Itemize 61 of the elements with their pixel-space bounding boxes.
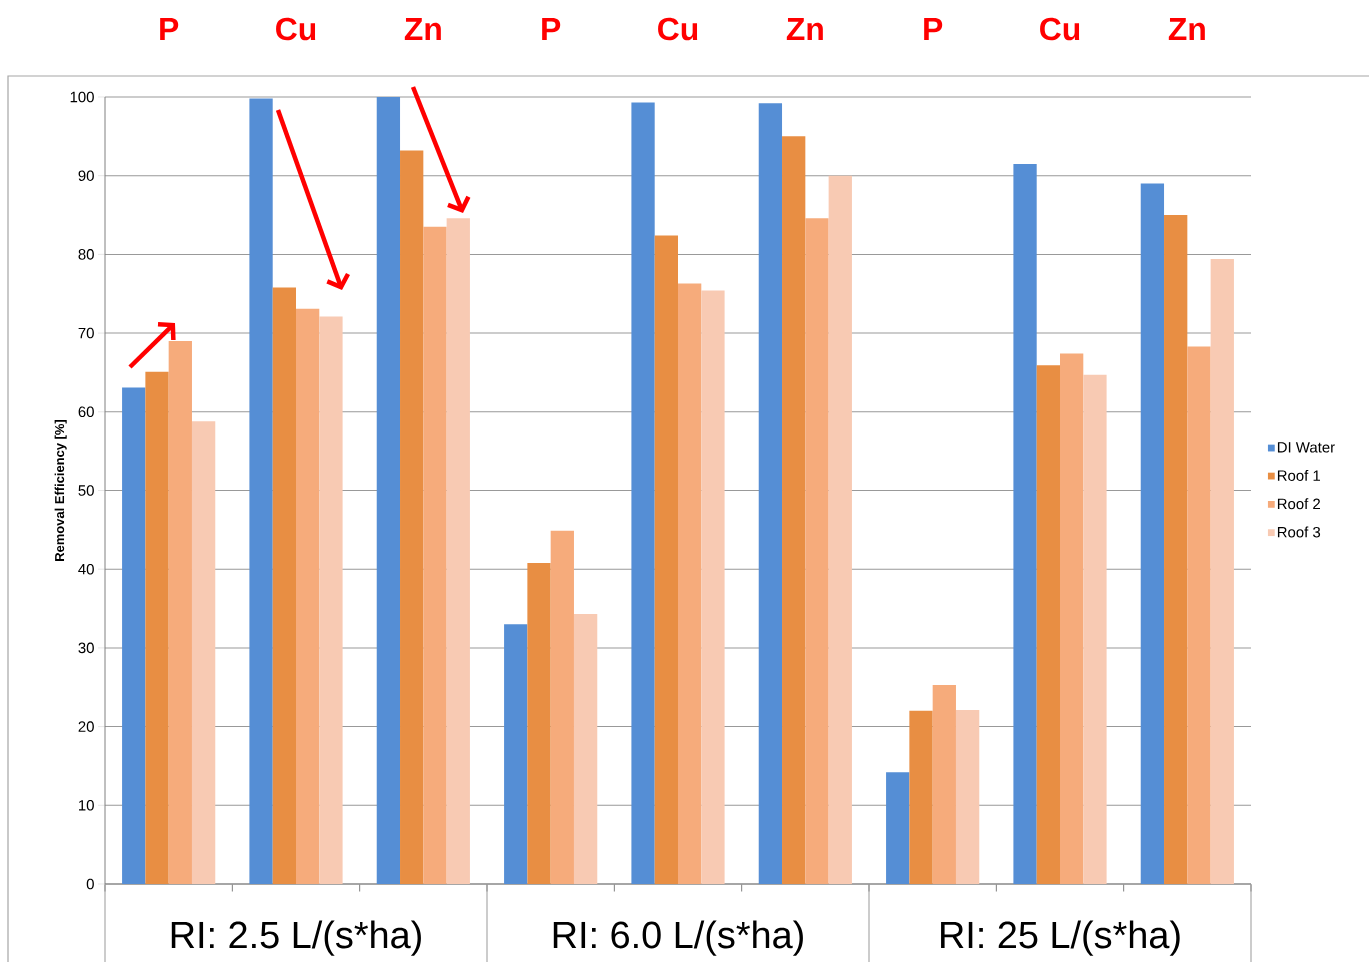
y-tick-label: 70 <box>78 327 94 339</box>
text: RI: 25 L/(s*ha) <box>941 920 1180 956</box>
y-tick-label: 50 <box>78 485 94 496</box>
bar <box>527 562 551 884</box>
x-tick-label: Cu <box>276 17 316 41</box>
bar <box>319 316 343 884</box>
x-tick-label: Zn <box>1168 18 1205 40</box>
y-tick-label: 10 <box>79 800 94 811</box>
bar <box>573 614 598 884</box>
y-tick-label: 80 <box>78 249 94 260</box>
y-tick-label: 40 <box>78 563 94 575</box>
bar <box>1060 353 1084 884</box>
text: RI: 2.5 L/(s*ha) <box>171 920 421 956</box>
y-tick-label: 100 <box>70 91 94 103</box>
y-tick-label: 20 <box>78 721 94 732</box>
bar <box>654 235 678 884</box>
bar <box>1164 215 1188 884</box>
y-tick-label: 30 <box>78 642 94 654</box>
bar <box>1083 374 1107 884</box>
bar <box>782 136 806 884</box>
legend-label: Roof 1 <box>1277 469 1321 481</box>
bar <box>932 684 956 884</box>
bar <box>423 226 447 884</box>
legend-label: Roof 3 <box>1277 526 1321 538</box>
bar <box>886 772 910 884</box>
y-tick-label: 60 <box>78 406 94 418</box>
legend-label: Roof 2 <box>1277 498 1320 510</box>
bar <box>191 421 216 884</box>
x-tick-label: P <box>542 18 561 40</box>
bar <box>758 103 783 884</box>
x-tick-label: Cu <box>1040 17 1080 41</box>
bar <box>955 710 980 884</box>
bar <box>249 98 273 884</box>
bar <box>1210 259 1234 884</box>
bar <box>122 387 146 884</box>
bar <box>168 340 192 884</box>
bar <box>376 96 401 884</box>
bar <box>701 290 725 884</box>
bar <box>296 308 320 884</box>
bar <box>446 218 470 884</box>
x-tick-label: P <box>924 18 943 40</box>
x-tick-label: Cu <box>658 17 698 41</box>
bar <box>678 283 702 884</box>
x-tick-label: Zn <box>786 18 823 40</box>
y-tick-label: 90 <box>78 170 94 181</box>
x-tick-label: Zn <box>404 18 441 40</box>
legend-label: DI Water <box>1277 442 1335 453</box>
y-tick-label: 0 <box>86 878 94 890</box>
bar <box>1036 365 1060 884</box>
bar <box>805 218 829 884</box>
bar <box>504 624 528 884</box>
bar <box>828 175 852 884</box>
x-tick-label: P <box>160 18 179 40</box>
bar <box>631 102 655 884</box>
text: RI: 6.0 L/(s*ha) <box>553 920 803 956</box>
bar <box>909 710 933 884</box>
y-axis-title: Removal Efficiency [%] <box>54 419 67 561</box>
bar <box>1013 163 1037 884</box>
bar <box>550 530 574 884</box>
bar <box>1140 183 1165 884</box>
bar <box>1187 346 1211 884</box>
